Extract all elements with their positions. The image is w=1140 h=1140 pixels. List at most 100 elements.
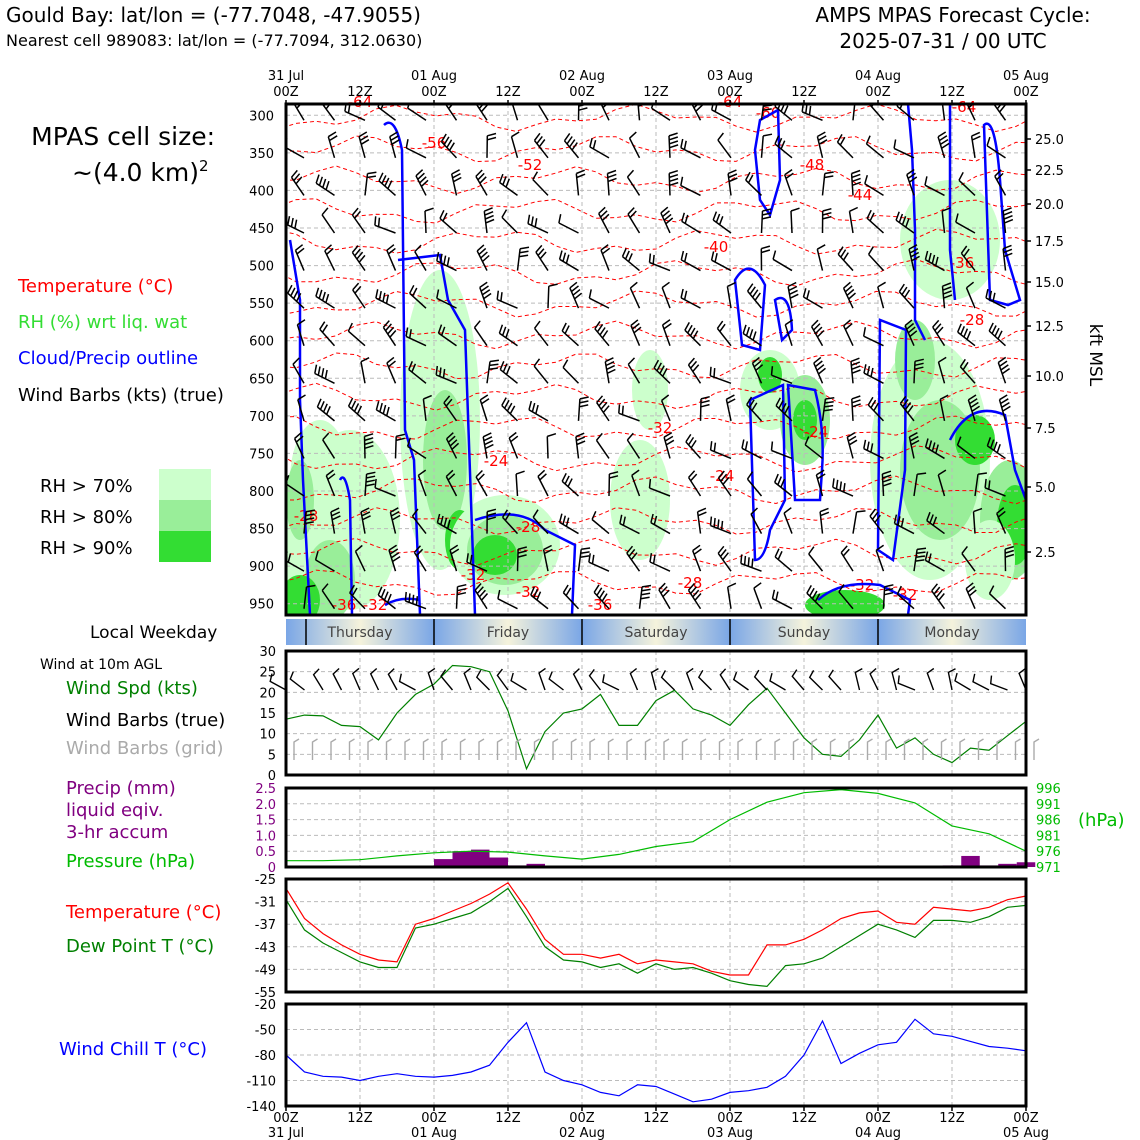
precip-bar (452, 851, 471, 867)
wind-barb (986, 437, 1006, 460)
wind-barb (957, 323, 976, 347)
wind-barbs-true-label: Wind Barbs (true) (66, 710, 225, 731)
wind-barb (435, 365, 457, 384)
wind-barb (364, 171, 377, 196)
wind-barb (296, 319, 306, 346)
top-hour-label: 12Z (495, 85, 521, 100)
wind-barb (482, 432, 494, 459)
wind-barb (294, 244, 305, 271)
pressure-tick-label: 500 (249, 260, 274, 275)
wind-barb (405, 139, 427, 159)
surface-barb-true (332, 667, 343, 691)
wind-barb (680, 176, 701, 197)
surface-barb-grid (626, 738, 633, 760)
wind-barb (760, 208, 772, 234)
kft-tick-label: 7.5 (1035, 422, 1056, 437)
bottom-hour-label: 00Z (717, 1111, 743, 1126)
wind-barb (787, 281, 799, 309)
wind-barb (865, 135, 884, 159)
wind-barbs-grid-label: Wind Barbs (grid) (66, 738, 224, 759)
wind-barb (630, 319, 642, 347)
temperature-contour (286, 320, 1026, 350)
pressure-tick-label: 650 (249, 372, 274, 387)
wind-barb (863, 364, 884, 384)
temperature-contour-label: -36 (332, 596, 357, 614)
wind-barb (819, 507, 830, 534)
wind-barb (924, 176, 945, 197)
surface-barb-grid (718, 738, 725, 760)
wind-barb (389, 507, 401, 534)
wind-barb (760, 245, 771, 271)
wind-barb (750, 507, 763, 534)
surface-barb-grid (811, 738, 818, 760)
wind-barb (537, 104, 549, 121)
surface-barb-grid (903, 738, 910, 760)
top-hour-label: 12Z (643, 85, 669, 100)
wind-barb (324, 244, 336, 271)
wind-barb (561, 472, 580, 497)
wind-barb (881, 470, 892, 497)
wind-barb (325, 469, 336, 497)
wind-barb (751, 356, 764, 384)
surface-barb-true (769, 673, 786, 691)
wind-barb (637, 104, 647, 121)
wind-barb (626, 432, 641, 459)
temperature-contour (286, 135, 1026, 163)
wind-barb (650, 104, 671, 121)
wind-barb (913, 358, 924, 384)
wind-barb (589, 138, 610, 159)
surface-barb-true (510, 672, 527, 691)
surface-barb-grid (959, 738, 966, 760)
wind-barb (596, 395, 610, 422)
wind-barb (631, 469, 641, 497)
wind-barb (501, 397, 519, 422)
surface-barb-true (791, 669, 805, 691)
wind-barb (600, 104, 610, 121)
forecast-cycle: 2025-07-31 / 00 UTC (839, 29, 1046, 53)
wind-barb (842, 281, 856, 309)
legend-cloud: Cloud/Precip outline (18, 348, 198, 369)
wind-barb (850, 357, 861, 384)
y-tick-label: 25 (259, 666, 276, 681)
wind-barb (836, 134, 854, 159)
top-hour-label: 00Z (273, 85, 299, 100)
legend-temperature: Temperature (°C) (17, 276, 173, 297)
wind-barb (937, 131, 950, 159)
pressure-tick-label: 981 (1036, 829, 1061, 844)
wind-barb (649, 552, 671, 572)
wind-barb (848, 206, 859, 234)
y-tick-label: 15 (259, 707, 276, 722)
pressure-tick-label: 991 (1036, 798, 1061, 813)
bottom-hour-label: 00Z (273, 1111, 299, 1126)
wind-barb (771, 589, 793, 610)
surface-barb-true (891, 667, 900, 691)
temperature-contour (286, 415, 1026, 440)
rh-70-label: RH > 70% (40, 476, 133, 497)
wind-barb (606, 169, 617, 196)
wind-barb (498, 173, 518, 197)
wind-barb (344, 104, 366, 121)
wind-barb (988, 585, 1007, 610)
wind-barb (727, 169, 738, 196)
wind-barb (753, 582, 763, 609)
wind-barb (499, 361, 518, 384)
wind-barb (717, 132, 732, 159)
wind-barb (404, 591, 427, 610)
wind-barb (740, 554, 762, 572)
wind-barb (532, 171, 549, 196)
weekday-segment (878, 619, 1026, 645)
wind-barb (783, 168, 794, 196)
weekday-label: Monday (924, 625, 979, 641)
wind-barb (994, 169, 1007, 196)
wind-barbs (286, 104, 1015, 610)
wind-barb (558, 214, 579, 234)
wind-barb (388, 544, 401, 572)
y-tick-label: -31 (255, 896, 276, 911)
wind-barb (837, 246, 854, 272)
wind-barb (577, 104, 588, 121)
bottom-date-label: 02 Aug (559, 1126, 605, 1140)
y-tick-label: 10 (259, 728, 276, 743)
temperature-contour (286, 445, 1026, 473)
wind-barb (286, 214, 305, 234)
